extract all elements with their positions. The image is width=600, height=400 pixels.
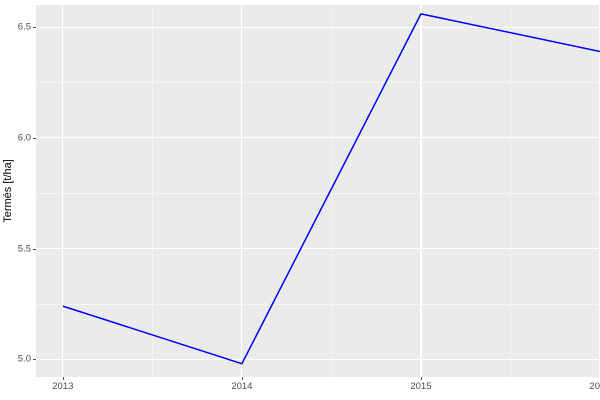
x-tick-mark	[241, 377, 243, 380]
y-axis-tick-labels: 5.0 5.5 6.0 6.5	[0, 0, 31, 400]
x-axis-tick-marks	[36, 377, 600, 381]
gridline-minor-y	[36, 303, 600, 305]
y-tick-mark	[33, 27, 36, 29]
x-tick-mark	[62, 377, 64, 380]
gridline-major-y	[36, 358, 600, 360]
gridline-major-y	[36, 247, 600, 250]
y-tick-label: 6.5	[17, 21, 31, 33]
y-tick-mark	[33, 359, 36, 361]
series-line-termes	[62, 13, 600, 365]
x-tick-mark	[420, 377, 422, 380]
y-axis-tick-marks	[31, 0, 36, 400]
gridline-major-x	[241, 5, 243, 377]
gridline-minor-y	[36, 82, 600, 83]
x-tick-label: 2013	[52, 381, 74, 392]
gridline-minor-x	[510, 5, 511, 377]
x-tick-label: 2014	[231, 381, 253, 392]
y-tick-mark	[33, 137, 36, 139]
gridline-minor-x	[331, 5, 332, 377]
y-tick-label: 5.0	[17, 353, 31, 365]
x-axis-tick-labels: 2013 2014 2015 2016	[36, 381, 600, 397]
y-tick-label: 6.0	[17, 132, 31, 144]
gridline-major-x	[420, 5, 422, 377]
gridline-minor-y	[36, 192, 600, 194]
gridline-major-y	[36, 26, 600, 28]
x-tick-label: 2015	[410, 381, 432, 392]
gridline-major-x	[62, 5, 64, 377]
gridline-major-y	[36, 137, 600, 139]
x-tick-label: 2016	[589, 381, 600, 392]
plot-panel	[36, 5, 600, 377]
y-tick-label: 5.5	[17, 243, 31, 255]
gridline-minor-x	[152, 5, 153, 377]
y-tick-mark	[33, 248, 36, 250]
